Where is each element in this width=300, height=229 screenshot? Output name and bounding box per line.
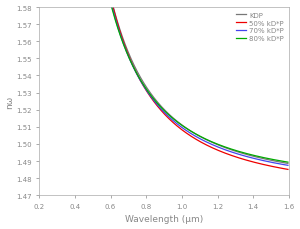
- 70% kD*P: [279, 163, 283, 166]
- X-axis label: Wavelength (μm): Wavelength (μm): [125, 215, 203, 224]
- 70% kD*P: [279, 163, 282, 166]
- 80% kD*P: [279, 160, 282, 163]
- 50% kD*P: [152, 101, 156, 104]
- 70% kD*P: [152, 100, 156, 103]
- KDP: [286, 162, 290, 165]
- KDP: [279, 161, 283, 164]
- 50% kD*P: [286, 168, 290, 171]
- 50% kD*P: [234, 156, 237, 158]
- 80% kD*P: [234, 149, 237, 152]
- 50% kD*P: [279, 167, 282, 170]
- Line: 70% kD*P: 70% kD*P: [40, 0, 288, 166]
- KDP: [279, 161, 282, 164]
- Line: 50% kD*P: 50% kD*P: [40, 0, 288, 170]
- 80% kD*P: [279, 160, 283, 163]
- Y-axis label: nω: nω: [6, 95, 15, 108]
- 70% kD*P: [286, 164, 290, 167]
- 50% kD*P: [279, 167, 283, 170]
- KDP: [234, 150, 237, 153]
- Line: KDP: KDP: [40, 0, 288, 164]
- 80% kD*P: [286, 161, 290, 164]
- Line: 80% kD*P: 80% kD*P: [40, 0, 288, 162]
- 80% kD*P: [159, 106, 163, 109]
- KDP: [152, 97, 156, 100]
- Legend: KDP, 50% kD*P, 70% kD*P, 80% kD*P: KDP, 50% kD*P, 70% kD*P, 80% kD*P: [235, 11, 285, 43]
- 50% kD*P: [159, 109, 163, 112]
- 70% kD*P: [159, 108, 163, 111]
- 80% kD*P: [152, 99, 156, 102]
- KDP: [159, 105, 163, 108]
- 70% kD*P: [234, 152, 237, 155]
